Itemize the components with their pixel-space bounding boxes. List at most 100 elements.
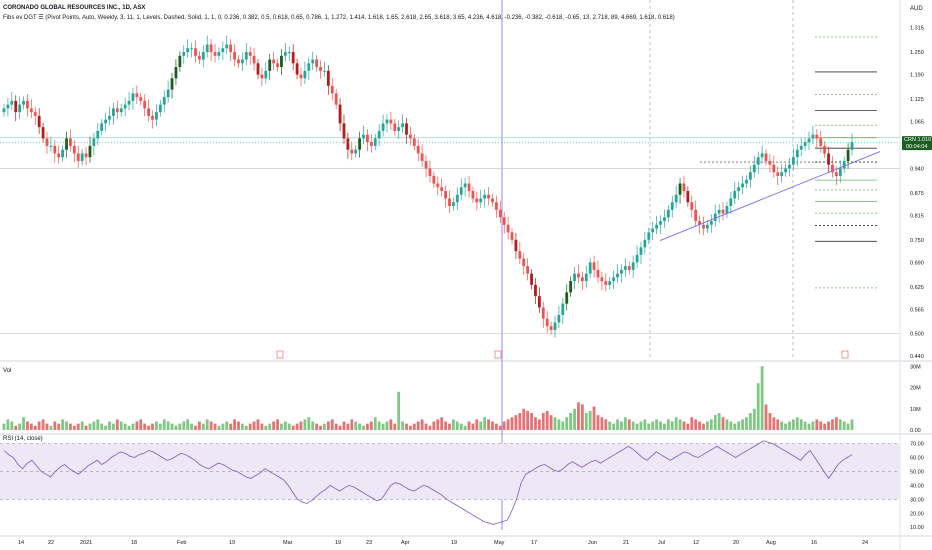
candle-body: [580, 277, 584, 282]
volume-bar: [428, 425, 432, 430]
candle-body: [381, 123, 385, 131]
volume-bar: [827, 421, 830, 430]
candle-body: [29, 108, 33, 113]
candle-body: [342, 123, 346, 139]
candle-body: [608, 281, 612, 285]
volume-bar: [88, 423, 92, 430]
candle-body: [592, 262, 596, 270]
volume-bar: [647, 423, 651, 430]
candle-body: [670, 202, 674, 210]
volume-bar: [612, 423, 616, 430]
candle-body: [827, 153, 830, 165]
volume-bar: [119, 421, 123, 430]
rsi-tick-label: 60.00: [910, 456, 924, 462]
candle-body: [600, 277, 604, 282]
volume-bar: [373, 417, 377, 430]
volume-bar: [764, 404, 768, 430]
candle-body: [561, 303, 565, 315]
volume-bar: [448, 423, 451, 430]
candle-body: [647, 232, 651, 240]
candle-body: [151, 115, 154, 120]
candle-body: [311, 59, 315, 64]
candle-body: [502, 217, 506, 225]
candle-body: [471, 191, 475, 199]
candle-body: [807, 138, 811, 143]
volume-bar: [135, 421, 139, 430]
volume-bar: [733, 423, 737, 430]
volume-bar: [459, 423, 463, 430]
candle-body: [260, 74, 264, 79]
volume-bar: [221, 423, 225, 430]
candle-body: [686, 191, 690, 203]
candle-body: [229, 44, 233, 53]
candle-body: [14, 100, 18, 113]
candle-body: [838, 168, 842, 176]
volume-bar: [659, 421, 662, 430]
volume-bar: [483, 417, 487, 430]
volume-bar: [686, 423, 690, 430]
candle-body: [393, 123, 397, 131]
candle-body: [498, 209, 502, 218]
volume-bar: [795, 417, 799, 430]
candle-body: [811, 134, 815, 139]
candle-body: [326, 70, 330, 86]
volume-bar: [706, 421, 709, 430]
volume-bar: [147, 425, 150, 430]
volume-tick-label: 30M: [910, 364, 921, 370]
volume-bar: [252, 421, 256, 430]
candle-body: [272, 59, 276, 64]
volume-bar: [838, 419, 842, 430]
rsi-tick-label: 50.00: [910, 469, 924, 475]
candle-body: [154, 112, 158, 120]
candle-body: [194, 48, 197, 56]
candle-body: [197, 55, 201, 60]
volume-bar: [502, 421, 506, 430]
volume-bar: [315, 423, 319, 430]
candle-body: [569, 281, 573, 293]
candle-body: [350, 149, 354, 154]
volume-bar: [631, 421, 635, 430]
volume-bar: [721, 417, 725, 430]
candle-body: [248, 52, 252, 56]
candle-body: [494, 202, 498, 210]
candle-body: [678, 183, 682, 195]
volume-bar: [166, 421, 170, 430]
x-tick-label: Apr: [401, 540, 410, 546]
candle-body: [596, 269, 600, 278]
x-tick-label: Jun: [588, 540, 597, 546]
candle-body: [209, 44, 213, 53]
candle-body: [577, 273, 580, 278]
candle-body: [741, 183, 744, 188]
x-tick-label: 2021: [80, 540, 92, 546]
volume-bar: [834, 417, 838, 430]
candle-body: [553, 322, 557, 330]
x-tick-label: Jul: [658, 540, 665, 546]
x-tick-label: 19: [229, 540, 235, 546]
volume-bar: [444, 421, 447, 430]
volume-bar: [776, 419, 780, 430]
candle-body: [620, 269, 623, 274]
volume-tick-label: 20M: [910, 386, 921, 392]
volume-bar: [666, 419, 670, 430]
candle-body: [639, 247, 643, 255]
candle-body: [706, 224, 709, 229]
volume-bar: [45, 423, 49, 430]
volume-bar: [397, 391, 401, 430]
volume-bar: [623, 417, 627, 430]
candle-body: [573, 273, 576, 282]
candle-body: [518, 251, 522, 259]
price-tick-label: 1.065: [910, 120, 924, 126]
volume-bar: [729, 421, 733, 430]
volume-bar: [26, 421, 29, 430]
volume-bar: [350, 419, 354, 430]
candle-body: [283, 52, 287, 56]
volume-bar: [2, 423, 6, 430]
volume-bar: [498, 425, 502, 430]
candle-body: [537, 296, 541, 308]
volume-bar: [756, 383, 760, 430]
indicator-legend[interactable]: Fibs ev DGT ☰ (Pivot Points, Auto, Weekl…: [3, 15, 675, 21]
volume-bar: [389, 419, 393, 430]
candle-body: [233, 52, 236, 60]
volume-bar: [354, 421, 358, 430]
